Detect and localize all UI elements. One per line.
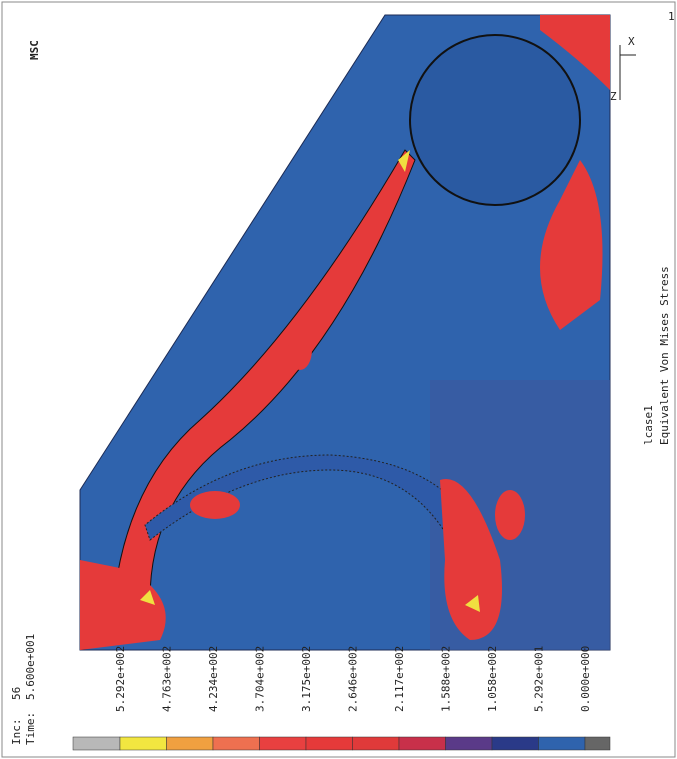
legend-label: 4.234e+002 xyxy=(207,646,220,712)
inc-value: 56 xyxy=(10,687,23,700)
legend-swatch xyxy=(260,737,307,750)
stress-zone xyxy=(288,330,312,370)
legend-label: 1.058e+002 xyxy=(486,646,499,712)
pin-hole xyxy=(410,35,580,205)
legend-label: 3.704e+002 xyxy=(254,646,267,712)
legend-swatch xyxy=(73,737,120,750)
legend-label: 2.646e+002 xyxy=(347,646,360,712)
legend-label: 2.117e+002 xyxy=(393,646,406,712)
time-label: Time: xyxy=(24,712,37,745)
legend-label: 4.763e+002 xyxy=(161,646,174,712)
triad-label: X xyxy=(628,35,635,48)
legend-swatch xyxy=(353,737,400,750)
legend-swatch xyxy=(399,737,446,750)
fea-result-page: X Z 1 MSC Inc: 56 Time: 5.600e+001 lcase… xyxy=(0,0,677,759)
legend-swatch xyxy=(120,737,167,750)
stress-zone xyxy=(190,491,240,519)
page-number: 1 xyxy=(668,10,675,23)
stress-zone xyxy=(495,490,525,540)
legend-swatch xyxy=(213,737,260,750)
legend-label: 5.292e+002 xyxy=(114,646,127,712)
legend-swatch xyxy=(585,737,610,750)
legend-swatch xyxy=(539,737,586,750)
load-case: lcase1 xyxy=(642,405,655,445)
legend-label: 5.292e+001 xyxy=(533,646,546,712)
logo: MSC xyxy=(28,40,41,60)
legend-label: 0.000e+000 xyxy=(579,646,592,712)
triad-label: Z xyxy=(610,90,617,103)
legend-swatch xyxy=(167,737,214,750)
time-value: 5.600e+001 xyxy=(24,634,37,700)
legend-label: 1.588e+002 xyxy=(440,646,453,712)
result-title: Equivalent Von Mises Stress xyxy=(658,266,671,445)
legend-swatch xyxy=(492,737,539,750)
legend-swatch xyxy=(446,737,493,750)
inc-label: Inc: xyxy=(10,719,23,746)
legend-label: 3.175e+002 xyxy=(300,646,313,712)
legend-swatch xyxy=(306,737,353,750)
